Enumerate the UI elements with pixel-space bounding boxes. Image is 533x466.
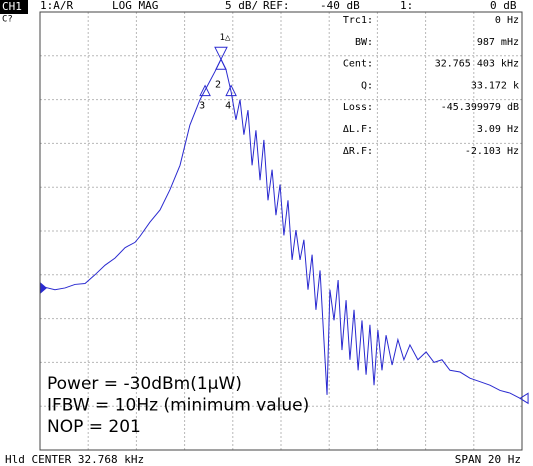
readout-value: 33.172 k	[471, 80, 519, 91]
readout-label: Trc1:	[343, 15, 373, 26]
reference-indicator	[40, 282, 47, 294]
header-item: REF:	[263, 0, 290, 12]
readout-value: -45.399979 dB	[441, 102, 519, 113]
channel-box	[0, 0, 28, 14]
channel-label: CH1	[2, 0, 22, 13]
annotation: NOP = 201	[47, 417, 141, 437]
readout-value: 32.765 403 kHz	[435, 59, 519, 70]
marker	[215, 58, 227, 70]
readout-label: ΔR.F:	[343, 146, 373, 157]
readout-value: 987 mHz	[477, 37, 519, 48]
marker-label: 4	[225, 101, 231, 112]
header-item: 0 dB	[490, 0, 517, 12]
marker-label: 2	[215, 79, 221, 90]
readout-value: 0 Hz	[495, 15, 519, 26]
marker-label: 3	[199, 101, 205, 112]
readout-label: BW:	[355, 37, 373, 48]
readout-label: Loss:	[343, 102, 373, 113]
header-item: 1:	[400, 0, 413, 12]
readout-value: 3.09 Hz	[477, 124, 519, 135]
marker	[214, 46, 228, 61]
trace	[43, 58, 521, 399]
marker	[199, 84, 211, 97]
readout-label: Cent:	[343, 59, 373, 70]
header-item: 1:A/R	[40, 0, 73, 12]
marker-label: 1△	[220, 33, 231, 43]
header-item: LOG MAG	[112, 0, 158, 12]
readout-label: ΔL.F:	[343, 124, 373, 135]
readout-value: -2.103 Hz	[465, 146, 519, 157]
plot-frame	[39, 11, 523, 451]
annotation: IFBW = 10Hz (minimum value)	[47, 396, 309, 416]
marker	[225, 84, 237, 97]
readout-label: Q:	[361, 80, 373, 91]
footer-right: SPAN 20 Hz	[455, 453, 521, 466]
footer-left: Hld CENTER 32.768 kHz	[5, 453, 144, 466]
end-indicator	[519, 392, 529, 405]
annotation: Power = -30dBm(1μW)	[47, 374, 242, 394]
status-label: C?	[2, 15, 13, 25]
header-item: -40 dB	[320, 0, 360, 12]
header-item: 5 dB/	[225, 0, 258, 12]
